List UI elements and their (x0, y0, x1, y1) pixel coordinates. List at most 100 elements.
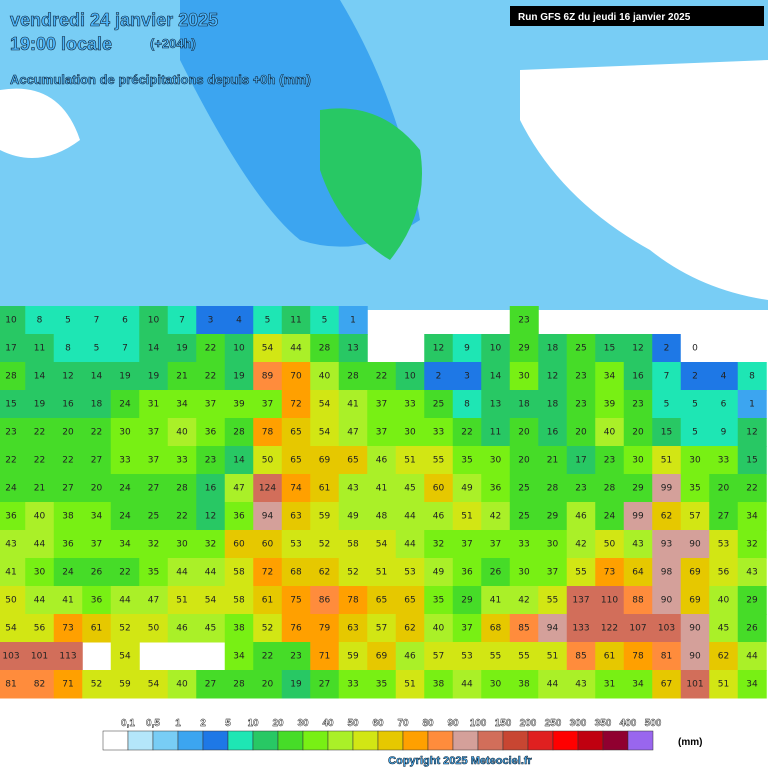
cell-value: 85 (518, 624, 529, 634)
cell-value: 10 (404, 372, 416, 382)
cell (167, 446, 197, 475)
cell (0, 614, 26, 643)
cell-value: 55 (490, 652, 501, 662)
cell (595, 474, 625, 503)
cell-value: 45 (404, 484, 415, 494)
cell-value: 26 (746, 624, 758, 634)
cell (538, 586, 568, 615)
cell-value: 69 (689, 596, 701, 606)
cell (395, 642, 425, 671)
cell-value: 110 (601, 596, 618, 606)
cell-value: 12 (205, 512, 216, 522)
cell (196, 502, 226, 531)
cell-value: 5 (65, 316, 71, 326)
cell (538, 418, 568, 447)
cell-value: 60 (233, 540, 245, 550)
cell-value: 53 (290, 540, 301, 550)
cell-value: 34 (176, 400, 188, 410)
cell-value: 4 (721, 372, 727, 382)
legend-label: 200 (520, 718, 537, 729)
cell-value: 67 (661, 680, 672, 690)
cell (424, 362, 454, 391)
cell (595, 390, 625, 419)
cell-value: 16 (547, 428, 559, 438)
cell-value: 19 (290, 680, 302, 690)
cell-value: 23 (575, 372, 586, 382)
cell-value: 41 (376, 484, 387, 494)
cell (53, 502, 83, 531)
cell (110, 418, 140, 447)
legend-swatch (427, 730, 454, 751)
cell (367, 446, 397, 475)
legend-label: 10 (247, 718, 259, 729)
cell-value: 41 (5, 568, 16, 578)
cell-value: 40 (176, 680, 188, 690)
cell-value: 50 (262, 456, 274, 466)
cell-value: 76 (290, 624, 302, 634)
cell-value: 34 (119, 540, 131, 550)
legend-label: 0,5 (146, 718, 160, 729)
cell (538, 446, 568, 475)
cell-value: 35 (461, 456, 472, 466)
cell (281, 670, 311, 699)
cell (310, 334, 340, 363)
cell-value: 17 (5, 344, 16, 354)
cell-value: 56 (34, 624, 46, 634)
cell (139, 530, 169, 559)
cell (0, 362, 26, 391)
cell-value: 14 (233, 456, 245, 466)
cell (367, 418, 397, 447)
cell (709, 642, 739, 671)
cell (623, 670, 653, 699)
cell (25, 334, 55, 363)
cell (338, 362, 368, 391)
cell (737, 474, 767, 503)
cell-value: 15 (661, 428, 672, 438)
cell-value: 10 (5, 316, 17, 326)
cell-value: 37 (547, 568, 558, 578)
cell-value: 73 (62, 624, 73, 634)
cell (53, 474, 83, 503)
cell (709, 530, 739, 559)
cell-value: 3 (208, 316, 214, 326)
cell-value: 20 (91, 484, 103, 494)
cell-value: 22 (119, 568, 130, 578)
cell-value: 81 (5, 680, 16, 690)
cell-value: 69 (319, 456, 331, 466)
legend-swatch (627, 730, 654, 751)
cell-value: 85 (575, 652, 586, 662)
cell (196, 362, 226, 391)
cell (623, 390, 653, 419)
cell-value: 48 (376, 512, 388, 522)
cell (481, 586, 511, 615)
cell (139, 586, 169, 615)
cell-value: 23 (5, 428, 16, 438)
legend-swatch (202, 730, 229, 751)
cell (253, 418, 283, 447)
cell (509, 586, 539, 615)
legend-swatch (577, 730, 604, 751)
cell-value: 57 (433, 652, 444, 662)
cell (481, 362, 511, 391)
legend-swatch (352, 730, 379, 751)
cell-value: 43 (5, 540, 16, 550)
cell-value: 26 (91, 568, 103, 578)
cell-value: 10 (148, 316, 160, 326)
cell (509, 390, 539, 419)
cell-value: 52 (347, 568, 358, 578)
cell-value: 30 (689, 456, 701, 466)
dry-patch (0, 88, 80, 158)
cell-value: 56 (718, 568, 730, 578)
cell (82, 670, 112, 699)
cell-value: 14 (34, 372, 46, 382)
cell-value: 37 (490, 540, 501, 550)
cell (709, 614, 739, 643)
cell-value: 54 (5, 624, 17, 634)
cell (110, 614, 140, 643)
cell-value: 31 (148, 400, 159, 410)
cell (652, 670, 682, 699)
cell (82, 614, 112, 643)
cell (424, 390, 454, 419)
cell (82, 586, 112, 615)
cell (623, 502, 653, 531)
